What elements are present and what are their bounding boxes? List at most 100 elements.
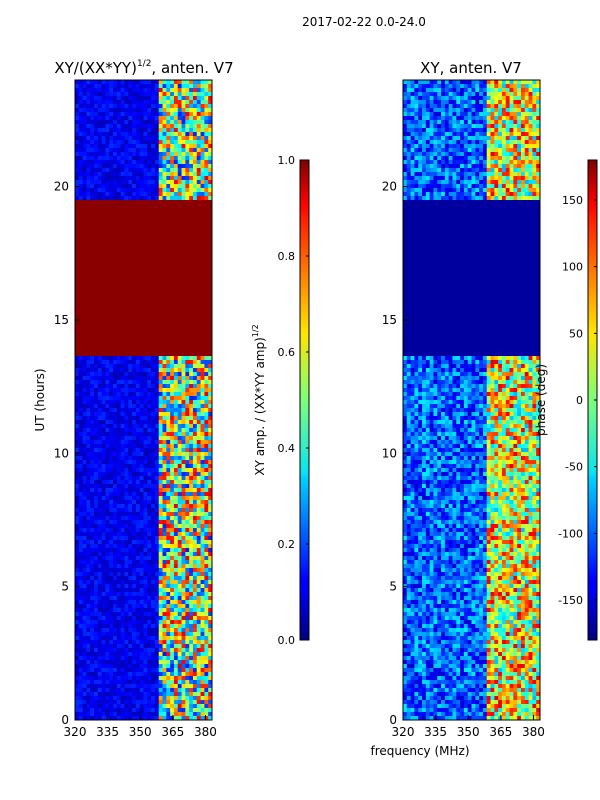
heatmap-cell xyxy=(173,604,179,609)
heatmap-cell xyxy=(128,252,133,257)
heatmap-cell xyxy=(189,100,194,105)
heatmap-cell xyxy=(124,340,129,345)
heatmap-cell xyxy=(128,488,133,493)
heatmap-cell xyxy=(166,104,171,109)
heatmap-cell xyxy=(173,124,179,129)
heatmap-cell xyxy=(154,300,160,305)
heatmap-cell xyxy=(166,344,171,349)
heatmap-cell xyxy=(185,364,190,369)
heatmap-cell xyxy=(109,456,114,461)
heatmap-cell xyxy=(166,576,171,581)
heatmap-cell xyxy=(135,364,140,369)
heatmap-cell xyxy=(196,620,201,625)
heatmap-cell xyxy=(192,100,198,105)
heatmap-cell xyxy=(192,580,198,585)
heatmap-cell xyxy=(189,108,194,113)
heatmap-cell xyxy=(75,296,80,301)
heatmap-cell xyxy=(189,540,194,545)
heatmap-cell xyxy=(82,360,87,365)
heatmap-cell xyxy=(109,592,114,597)
heatmap-cell xyxy=(162,232,167,237)
heatmap-cell xyxy=(120,568,125,573)
heatmap-cell xyxy=(116,348,121,353)
heatmap-cell xyxy=(154,572,160,577)
heatmap-cell xyxy=(120,356,125,361)
heatmap-cell xyxy=(200,196,205,201)
heatmap-cell xyxy=(173,576,179,581)
heatmap-cell xyxy=(105,444,110,449)
heatmap-cell xyxy=(147,332,152,337)
heatmap-cell xyxy=(189,572,194,577)
heatmap-cell xyxy=(192,204,198,209)
heatmap-cell xyxy=(158,164,163,169)
heatmap-cell xyxy=(97,332,102,337)
heatmap-cell xyxy=(90,612,95,617)
heatmap-cell xyxy=(162,456,167,461)
heatmap-cell xyxy=(75,200,80,205)
heatmap-cell xyxy=(192,280,198,285)
heatmap-cell xyxy=(158,628,163,633)
heatmap-cell xyxy=(181,460,186,465)
heatmap-cell xyxy=(94,440,99,445)
heatmap-cell xyxy=(162,196,167,201)
heatmap-cell xyxy=(135,400,140,405)
heatmap-cell xyxy=(162,96,167,101)
heatmap-cell xyxy=(120,484,125,489)
heatmap-cell xyxy=(208,576,213,581)
heatmap-cell xyxy=(200,564,205,569)
heatmap-cell xyxy=(75,500,80,505)
heatmap-cell xyxy=(185,232,190,237)
heatmap-cell xyxy=(120,256,125,261)
heatmap-cell xyxy=(82,456,87,461)
heatmap-cell xyxy=(82,408,87,413)
heatmap-cell xyxy=(97,524,102,529)
heatmap-cell xyxy=(185,316,190,321)
heatmap-cell xyxy=(132,332,137,337)
heatmap-cell xyxy=(166,492,171,497)
heatmap-cell xyxy=(173,164,179,169)
heatmap-cell xyxy=(181,356,186,361)
heatmap-cell xyxy=(143,388,148,393)
heatmap-cell xyxy=(151,456,156,461)
heatmap-cell xyxy=(86,140,91,145)
heatmap-cell xyxy=(132,500,137,505)
heatmap-cell xyxy=(94,464,99,469)
heatmap-cell xyxy=(139,396,144,401)
heatmap-cell xyxy=(82,424,87,429)
heatmap-cell xyxy=(151,96,156,101)
heatmap-cell xyxy=(200,452,205,457)
heatmap-cell xyxy=(151,368,156,373)
heatmap-cell xyxy=(185,424,190,429)
heatmap-cell xyxy=(101,580,106,585)
heatmap-cell xyxy=(147,116,152,121)
heatmap-cell xyxy=(78,400,83,405)
heatmap-cell xyxy=(173,276,179,281)
heatmap-cell xyxy=(82,440,87,445)
heatmap-cell xyxy=(200,132,205,137)
heatmap-cell xyxy=(177,208,182,213)
heatmap-cell xyxy=(86,260,91,265)
heatmap-cell xyxy=(170,412,175,417)
heatmap-cell xyxy=(151,284,156,289)
heatmap-cell xyxy=(151,132,156,137)
heatmap-cell xyxy=(90,312,95,317)
heatmap-cell xyxy=(166,316,171,321)
heatmap-cell xyxy=(94,408,99,413)
heatmap-cell xyxy=(82,260,87,265)
heatmap-cell xyxy=(109,232,114,237)
heatmap-cell xyxy=(139,488,144,493)
heatmap-cell xyxy=(154,620,160,625)
heatmap-cell xyxy=(124,240,129,245)
heatmap-cell xyxy=(185,288,190,293)
heatmap-cell xyxy=(116,224,121,229)
heatmap-cell xyxy=(86,160,91,165)
heatmap-cell xyxy=(200,316,205,321)
heatmap-cell xyxy=(75,364,80,369)
heatmap-cell xyxy=(154,160,160,165)
heatmap-cell xyxy=(173,384,179,389)
heatmap-cell xyxy=(173,132,179,137)
heatmap-cell xyxy=(189,276,194,281)
heatmap-cell xyxy=(116,596,121,601)
heatmap-cell xyxy=(189,564,194,569)
heatmap-cell xyxy=(158,440,163,445)
